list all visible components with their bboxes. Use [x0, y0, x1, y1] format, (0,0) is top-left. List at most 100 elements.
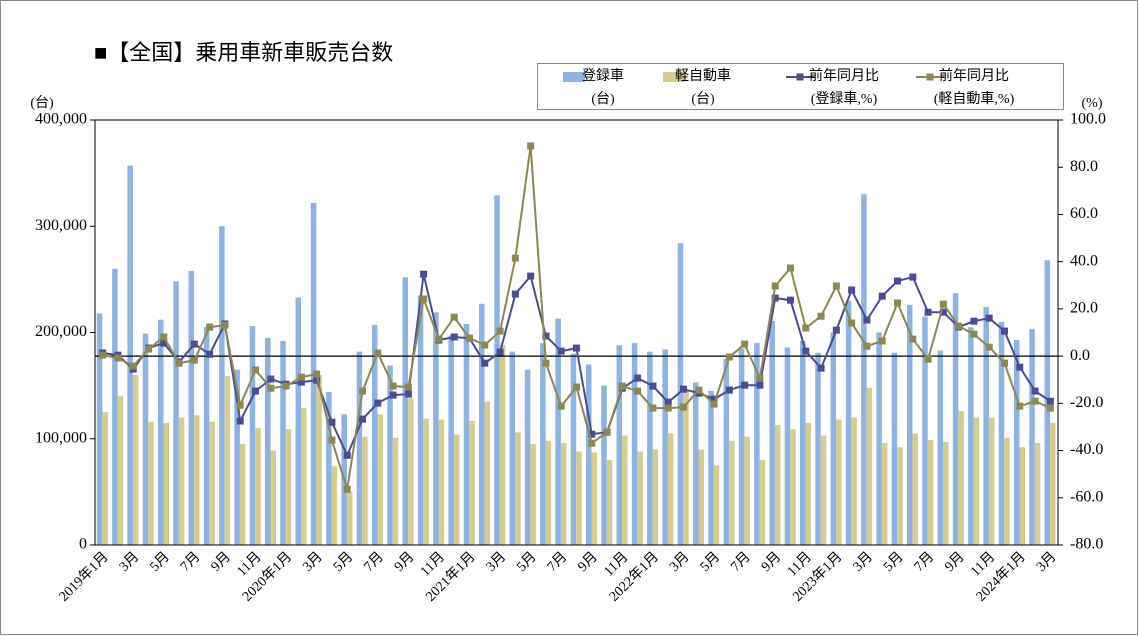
line-marker	[771, 294, 779, 302]
bar	[1004, 437, 1010, 545]
bar	[494, 195, 500, 545]
bar	[264, 337, 271, 545]
bar	[285, 429, 292, 545]
line-marker	[389, 391, 397, 399]
legend-marker	[796, 73, 804, 81]
line-marker	[924, 355, 932, 363]
bar	[830, 332, 837, 545]
x-tick-label: 3月	[1033, 549, 1059, 575]
bar	[601, 385, 607, 545]
bar	[591, 452, 597, 545]
bar	[301, 407, 307, 545]
bar	[224, 376, 231, 545]
line-marker	[634, 387, 642, 395]
line-marker	[481, 341, 489, 349]
bar	[988, 417, 995, 545]
line-marker	[236, 417, 244, 425]
bar	[713, 465, 720, 545]
line-marker	[557, 347, 565, 355]
line-marker	[557, 402, 565, 410]
line-marker	[695, 386, 703, 394]
line-marker	[649, 404, 657, 412]
bar	[866, 387, 873, 545]
bar	[1034, 443, 1041, 545]
line-marker	[894, 277, 901, 285]
line-marker	[236, 401, 244, 409]
bar	[438, 419, 445, 545]
legend-marker	[926, 73, 934, 81]
y2-tick-label: 0.0	[1070, 347, 1090, 364]
bar	[346, 491, 353, 545]
line-marker	[221, 321, 229, 329]
bar	[524, 369, 531, 545]
bar	[820, 435, 827, 545]
y2-tick-label: 40.0	[1070, 252, 1098, 269]
line-marker	[206, 350, 214, 358]
line-marker	[680, 385, 687, 393]
bar	[209, 421, 215, 545]
legend-box	[537, 63, 1064, 110]
bar	[952, 293, 959, 545]
y2-tick-label: -20.0	[1070, 394, 1103, 411]
line-marker	[863, 316, 871, 324]
line-marker	[389, 382, 397, 390]
x-tick-label: 7月	[361, 549, 387, 575]
x-tick-label: 9月	[575, 549, 601, 575]
line-marker	[909, 335, 917, 343]
line-marker	[297, 373, 305, 381]
x-tick-label: 9月	[942, 549, 968, 575]
bar	[845, 300, 852, 545]
x-tick-label: 7月	[728, 549, 754, 575]
bar	[295, 297, 302, 545]
bar	[555, 318, 561, 545]
bar	[560, 443, 567, 545]
line-marker	[787, 264, 794, 272]
bar	[677, 243, 684, 545]
bar	[423, 418, 429, 545]
y-tick-label: 0	[79, 536, 87, 553]
line-marker	[756, 381, 764, 389]
bar	[667, 433, 674, 545]
bar	[570, 353, 577, 545]
line-marker	[802, 347, 810, 355]
line-marker	[99, 351, 107, 359]
line-marker	[832, 282, 840, 290]
line-marker	[573, 383, 580, 391]
line-marker	[450, 333, 458, 341]
line-marker	[573, 344, 580, 352]
line-marker	[970, 317, 978, 325]
bar	[127, 165, 133, 545]
bar	[744, 436, 750, 545]
line-marker	[252, 366, 259, 374]
bar	[943, 441, 949, 545]
line-marker	[939, 300, 947, 308]
legend-label: 軽自動車 (台)	[675, 69, 731, 107]
bar	[163, 422, 169, 545]
line-marker	[252, 387, 259, 395]
line-marker	[511, 290, 519, 298]
line-marker	[741, 381, 749, 389]
line-marker	[955, 322, 963, 330]
bar	[876, 332, 882, 545]
bar	[576, 451, 582, 545]
bar	[881, 443, 888, 545]
bar	[239, 444, 246, 545]
y-tick-label: 100,000	[35, 429, 87, 446]
bar	[927, 439, 934, 545]
legend-swatch	[563, 72, 585, 82]
bar	[799, 341, 806, 545]
x-tick-label: 5月	[880, 549, 906, 575]
y2-tick-label: -60.0	[1070, 488, 1103, 505]
bar	[417, 295, 424, 545]
line-marker	[343, 485, 351, 493]
line-marker	[710, 400, 718, 408]
line-marker	[481, 359, 489, 367]
bar	[606, 460, 613, 545]
bar	[968, 327, 974, 545]
bar	[356, 351, 363, 545]
x-tick-label: 9月	[391, 549, 417, 575]
bar	[515, 432, 521, 545]
bar	[408, 398, 414, 545]
line-marker	[878, 337, 886, 345]
bar	[585, 364, 592, 545]
